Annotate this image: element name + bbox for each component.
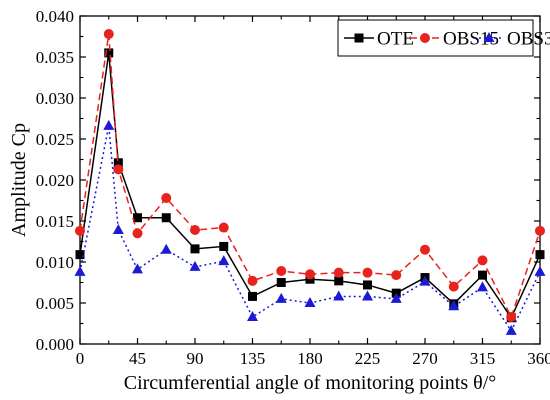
data-point-obs30 [534, 265, 546, 276]
x-tick-label: 90 [187, 349, 204, 368]
x-tick-label: 135 [240, 349, 266, 368]
series-obs15 [75, 29, 545, 322]
data-point-obs30 [505, 324, 517, 335]
axis-ticks: 0 45 90 135 180 225 270 315 360 0.000 0.005 0.010 0.… [36, 7, 550, 368]
y-tick-label: 0.015 [36, 212, 74, 231]
series-obs30 [74, 119, 546, 335]
x-tick-label: 0 [76, 349, 85, 368]
data-point-obs30 [160, 243, 172, 254]
data-point-obs30 [275, 292, 287, 303]
data-point-obs30 [132, 263, 143, 274]
data-point-obs15 [506, 311, 517, 322]
data-point-ote [334, 276, 344, 286]
legend-label-obs30: OBS30 [507, 29, 550, 50]
series-layer [74, 29, 546, 335]
legend-marker-obs15 [420, 33, 430, 43]
legend-marker-ote [354, 33, 364, 43]
x-tick-label: 45 [129, 349, 146, 368]
legend-label-obs15: OBS15 [443, 29, 499, 50]
data-point-obs30 [103, 119, 115, 130]
data-point-ote [104, 48, 114, 58]
x-tick-label: 270 [412, 349, 438, 368]
data-point-ote [535, 250, 545, 260]
series-line-obs30 [79, 125, 541, 333]
x-axis-title: Circumferential angle of monitoring poin… [124, 372, 497, 394]
series-line-ote [79, 52, 541, 320]
data-point-ote [276, 278, 286, 287]
x-tick-label: 180 [297, 349, 323, 368]
y-tick-label: 0.040 [36, 7, 74, 26]
data-point-obs30 [390, 292, 402, 303]
data-point-obs15 [535, 225, 545, 236]
data-point-ote [248, 291, 257, 301]
data-point-obs30 [112, 224, 124, 235]
data-point-obs30 [362, 290, 373, 301]
data-point-obs30 [448, 300, 460, 311]
y-tick-label: 0.035 [36, 48, 74, 67]
data-point-obs15 [132, 228, 143, 239]
data-point-obs15 [305, 269, 315, 280]
legend-marker-obs30 [483, 32, 495, 42]
data-point-obs15 [477, 255, 488, 266]
data-point-obs15 [103, 29, 114, 40]
data-point-obs30 [304, 297, 316, 307]
data-point-obs30 [419, 275, 431, 286]
data-point-ote [363, 280, 372, 290]
y-tick-label: 0.030 [36, 89, 74, 108]
data-point-obs30 [218, 255, 230, 266]
x-tick-label: 360 [527, 349, 550, 368]
data-point-obs15 [391, 270, 402, 281]
data-point-obs15 [190, 225, 200, 236]
legend-label-ote: OTE [377, 29, 414, 50]
data-point-obs15 [420, 244, 430, 255]
y-tick-label: 0.000 [36, 335, 74, 354]
data-point-obs15 [448, 281, 459, 292]
data-point-obs15 [276, 266, 287, 277]
data-point-obs15 [362, 267, 373, 278]
data-point-ote [113, 158, 123, 168]
data-point-obs30 [247, 310, 258, 321]
y-tick-label: 0.025 [36, 130, 74, 149]
x-tick-label: 315 [470, 349, 496, 368]
y-tick-label: 0.020 [36, 171, 74, 190]
y-tick-label: 0.010 [36, 253, 74, 272]
data-point-obs15 [333, 267, 344, 278]
y-axis-title: Amplitude Cp [8, 123, 30, 237]
series-line-obs15 [79, 33, 541, 319]
data-point-obs30 [333, 290, 345, 301]
y-tick-label: 0.005 [36, 294, 74, 313]
data-point-ote [75, 250, 85, 260]
data-point-ote [219, 241, 229, 251]
x-tick-label: 225 [355, 349, 381, 368]
data-point-obs15 [161, 193, 172, 204]
data-point-obs30 [477, 281, 488, 292]
legend: OTE OBS15 OBS30 [337, 19, 550, 57]
data-point-obs15 [113, 164, 124, 175]
data-point-ote [478, 270, 487, 280]
data-point-ote [133, 213, 142, 223]
data-point-obs30 [74, 265, 86, 276]
data-point-obs15 [218, 222, 229, 233]
data-point-ote [190, 244, 200, 254]
plot-frame [79, 15, 541, 345]
data-point-obs30 [189, 260, 201, 271]
data-point-obs15 [247, 275, 258, 286]
data-point-obs15 [75, 225, 85, 236]
data-point-ote [161, 213, 171, 223]
